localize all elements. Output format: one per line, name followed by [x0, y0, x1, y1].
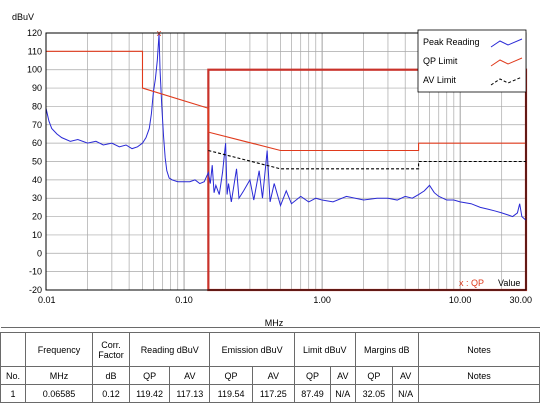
cell-corr: 0.12	[92, 384, 130, 403]
cell-frequency: 0.06585	[25, 384, 93, 403]
col-reading: Reading dBuV	[128, 332, 211, 368]
cell-limit-qp: 87.49	[293, 384, 332, 403]
legend-label: Peak Reading	[423, 37, 480, 47]
x-tick-label: 0.01	[38, 295, 56, 305]
cell-reading-qp: 119.42	[128, 384, 171, 403]
x-tick-label: 30.00	[509, 295, 532, 305]
emission-chart: x -20-1001020304050607080901001101200.01…	[12, 12, 532, 327]
sub-emission-av: AV	[251, 366, 295, 386]
sub-emission-qp: QP	[209, 366, 253, 386]
y-tick-label: 90	[32, 83, 42, 93]
series-peak-reading	[45, 34, 527, 221]
y-tick-label: 120	[27, 28, 42, 38]
y-tick-label: 0	[37, 248, 42, 258]
y-tick-label: 30	[32, 193, 42, 203]
table-row: 1 0.06585 0.12 119.42 117.13 119.54 117.…	[0, 384, 540, 403]
y-tick-label: 50	[32, 157, 42, 167]
sub-db: dB	[92, 366, 130, 386]
cell-margin-av: N/A	[392, 384, 419, 403]
sub-margin-qp: QP	[354, 366, 394, 386]
sub-limit-av: AV	[330, 366, 356, 386]
cell-limit-av: N/A	[330, 384, 356, 403]
sub-reading-qp: QP	[128, 366, 171, 386]
table-header-sub: No. MHz dB QP AV QP AV QP AV QP AV Notes	[0, 366, 540, 386]
sub-reading-av: AV	[169, 366, 211, 386]
chart-axes: -20 -10 0 10 20 30 40 50 60 70 80 90 100 110 120 0.01 0.…	[12, 12, 532, 327]
cell-margin-qp: 32.05	[354, 384, 394, 403]
legend-swatch	[490, 76, 523, 86]
x-tick-label: 1.00	[313, 295, 331, 305]
cell-emission-qp: 119.54	[209, 384, 253, 403]
legend-label: QP Limit	[423, 56, 458, 66]
sub-mhz: MHz	[25, 366, 93, 386]
col-limit: Limit dBuV	[293, 332, 356, 368]
cell-emission-av: 117.25	[251, 384, 295, 403]
col-margins: Margins dB	[354, 332, 420, 368]
legend-swatch	[490, 38, 523, 48]
y-tick-label: 10	[32, 230, 42, 240]
sub-limit-qp: QP	[293, 366, 332, 386]
legend-box	[417, 29, 527, 93]
y-tick-label: -20	[29, 285, 42, 295]
legend-label: AV Limit	[423, 75, 456, 85]
sub-notes: Notes	[418, 366, 540, 386]
x-tick-label: 10.00	[449, 295, 472, 305]
table-header-top: Frequency Corr. Factor Reading dBuV Emis…	[0, 332, 540, 368]
series-av-limit	[208, 149, 526, 170]
y-tick-label: -10	[29, 267, 42, 277]
table-spacer	[0, 326, 540, 334]
cell-no: 1	[0, 384, 26, 403]
value-note: Value	[498, 278, 520, 288]
plot-frame	[45, 32, 527, 291]
col-frequency: Frequency	[25, 332, 93, 368]
y-axis-label: dBuV	[12, 12, 34, 22]
y-tick-label: 70	[32, 120, 42, 130]
col-corr-factor: Corr. Factor	[92, 332, 130, 368]
y-tick-label: 40	[32, 175, 42, 185]
chart-legend: Peak Reading QP Limit AV Limit x : QP Value	[417, 29, 527, 288]
y-tick-label: 110	[28, 46, 42, 56]
sub-no: No.	[0, 366, 26, 386]
legend-swatch	[490, 57, 523, 67]
y-tick-label: 80	[32, 101, 42, 111]
x-tick-label: 0.10	[175, 295, 193, 305]
cell-notes	[418, 384, 540, 403]
cell-reading-av: 117.13	[169, 384, 211, 403]
series-qp-limit	[46, 50, 526, 152]
y-tick-label: 60	[32, 138, 42, 148]
col-notes: Notes	[418, 332, 540, 368]
results-table: Frequency Corr. Factor Reading dBuV Emis…	[0, 326, 540, 403]
y-tick-label: 20	[32, 212, 42, 222]
sub-margin-av: AV	[392, 366, 419, 386]
col-emission: Emission dBuV	[209, 332, 295, 368]
qp-note: x : QP	[459, 278, 484, 288]
x-axis-label: MHz	[265, 318, 284, 327]
y-tick-label: 100	[27, 65, 42, 75]
